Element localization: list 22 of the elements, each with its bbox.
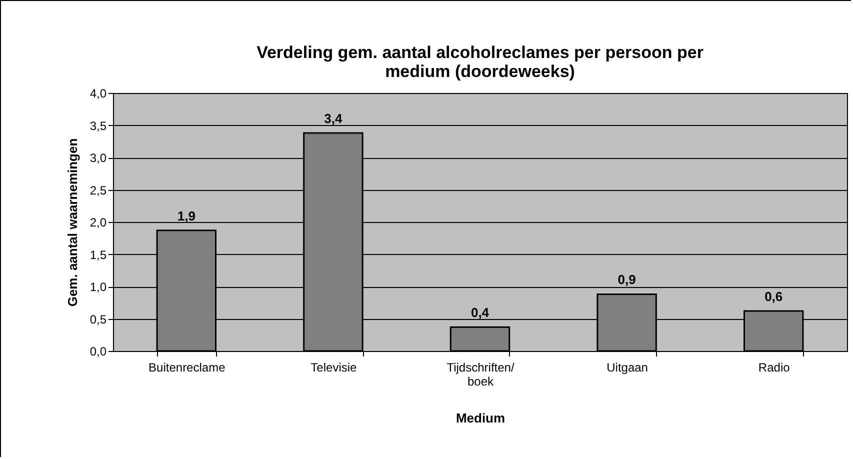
x-tick-label: Uitgaan — [606, 360, 648, 374]
y-tick-label: 4,0 — [90, 86, 107, 100]
y-tick-label: 0,0 — [90, 344, 107, 358]
x-tick-label: Televisie — [310, 360, 358, 374]
chart-title: Verdeling gem. aantal alcoholreclames per persoon per medium (doordeweeks) — [256, 43, 704, 81]
data-label: 0,4 — [470, 305, 490, 320]
y-axis-title: Gem. aantal waarnemingen — [64, 138, 80, 307]
data-label: 0,6 — [764, 289, 783, 304]
x-tick-label: Tijdschriften/ boek — [446, 360, 515, 388]
data-label: 1,9 — [177, 208, 196, 224]
y-tick-label: 3,5 — [90, 118, 107, 133]
x-axis-title: Medium — [456, 410, 506, 426]
x-tick-label: Radio — [758, 360, 790, 374]
y-tick-label: 1,0 — [90, 280, 107, 294]
y-tick-label: 2,5 — [90, 183, 107, 198]
y-tick-label: 1,5 — [90, 248, 107, 262]
data-label: 3,4 — [324, 110, 344, 126]
y-tick-label: 3,0 — [90, 151, 107, 165]
x-tick-label: Buitenreclame — [148, 360, 226, 374]
y-tick-label: 2,0 — [90, 216, 107, 230]
y-tick-label: 0,5 — [90, 312, 107, 326]
data-label: 0,9 — [618, 272, 636, 288]
